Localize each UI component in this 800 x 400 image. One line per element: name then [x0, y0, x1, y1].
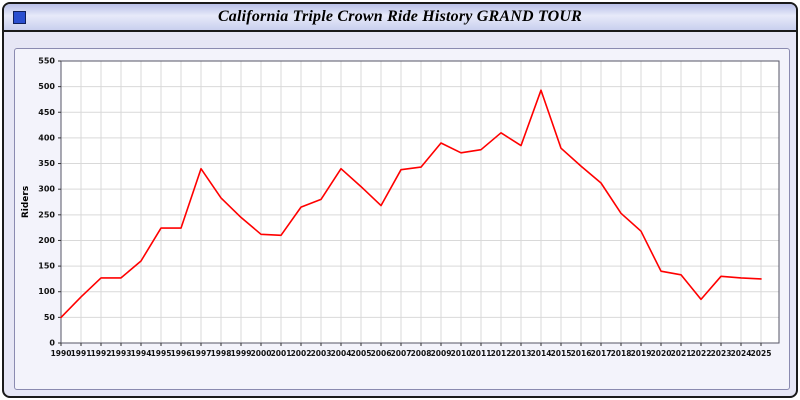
- chart-panel: 0 50 100 150 200 250 300 350 400 450 500 550 1990 199…: [14, 48, 790, 390]
- svg-text:2013: 2013: [511, 349, 532, 358]
- svg-text:2019: 2019: [631, 349, 652, 358]
- svg-text:350: 350: [38, 159, 55, 168]
- svg-text:1992: 1992: [91, 349, 112, 358]
- svg-text:0: 0: [49, 339, 55, 348]
- svg-text:Riders: Riders: [21, 186, 31, 218]
- svg-text:450: 450: [38, 108, 55, 117]
- svg-text:2008: 2008: [411, 349, 432, 358]
- svg-text:550: 550: [38, 57, 55, 66]
- svg-text:2021: 2021: [671, 349, 692, 358]
- svg-text:2014: 2014: [531, 349, 552, 358]
- svg-text:300: 300: [38, 185, 55, 194]
- svg-text:2022: 2022: [691, 349, 712, 358]
- svg-text:50: 50: [44, 313, 56, 322]
- svg-text:100: 100: [38, 287, 55, 296]
- svg-text:2011: 2011: [471, 349, 492, 358]
- svg-text:2018: 2018: [611, 349, 632, 358]
- svg-text:2002: 2002: [291, 349, 312, 358]
- svg-text:2009: 2009: [431, 349, 452, 358]
- svg-text:2003: 2003: [311, 349, 332, 358]
- svg-text:400: 400: [38, 133, 55, 142]
- svg-text:1991: 1991: [71, 349, 92, 358]
- svg-text:2025: 2025: [751, 349, 772, 358]
- svg-text:2007: 2007: [391, 349, 412, 358]
- title-bar: California Triple Crown Ride History GRA…: [4, 4, 796, 32]
- svg-text:2006: 2006: [371, 349, 392, 358]
- svg-text:2020: 2020: [651, 349, 672, 358]
- svg-text:500: 500: [38, 82, 55, 91]
- svg-text:1990: 1990: [51, 349, 72, 358]
- svg-text:2016: 2016: [571, 349, 592, 358]
- svg-text:1995: 1995: [151, 349, 172, 358]
- svg-text:1997: 1997: [191, 349, 212, 358]
- svg-text:250: 250: [38, 210, 55, 219]
- svg-text:2004: 2004: [331, 349, 352, 358]
- svg-text:2015: 2015: [551, 349, 572, 358]
- window-icon: [13, 11, 26, 24]
- svg-text:1996: 1996: [171, 349, 192, 358]
- svg-text:1999: 1999: [231, 349, 252, 358]
- page-title: California Triple Crown Ride History GRA…: [217, 8, 583, 25]
- svg-text:1993: 1993: [111, 349, 132, 358]
- svg-text:2012: 2012: [491, 349, 512, 358]
- svg-text:150: 150: [38, 262, 55, 271]
- svg-text:200: 200: [38, 236, 55, 245]
- svg-text:1998: 1998: [211, 349, 232, 358]
- svg-text:2000: 2000: [251, 349, 272, 358]
- svg-text:2010: 2010: [451, 349, 472, 358]
- svg-text:2005: 2005: [351, 349, 372, 358]
- svg-text:2017: 2017: [591, 349, 612, 358]
- svg-text:2023: 2023: [711, 349, 732, 358]
- svg-text:2001: 2001: [271, 349, 292, 358]
- svg-text:2024: 2024: [731, 349, 752, 358]
- svg-text:1994: 1994: [131, 349, 152, 358]
